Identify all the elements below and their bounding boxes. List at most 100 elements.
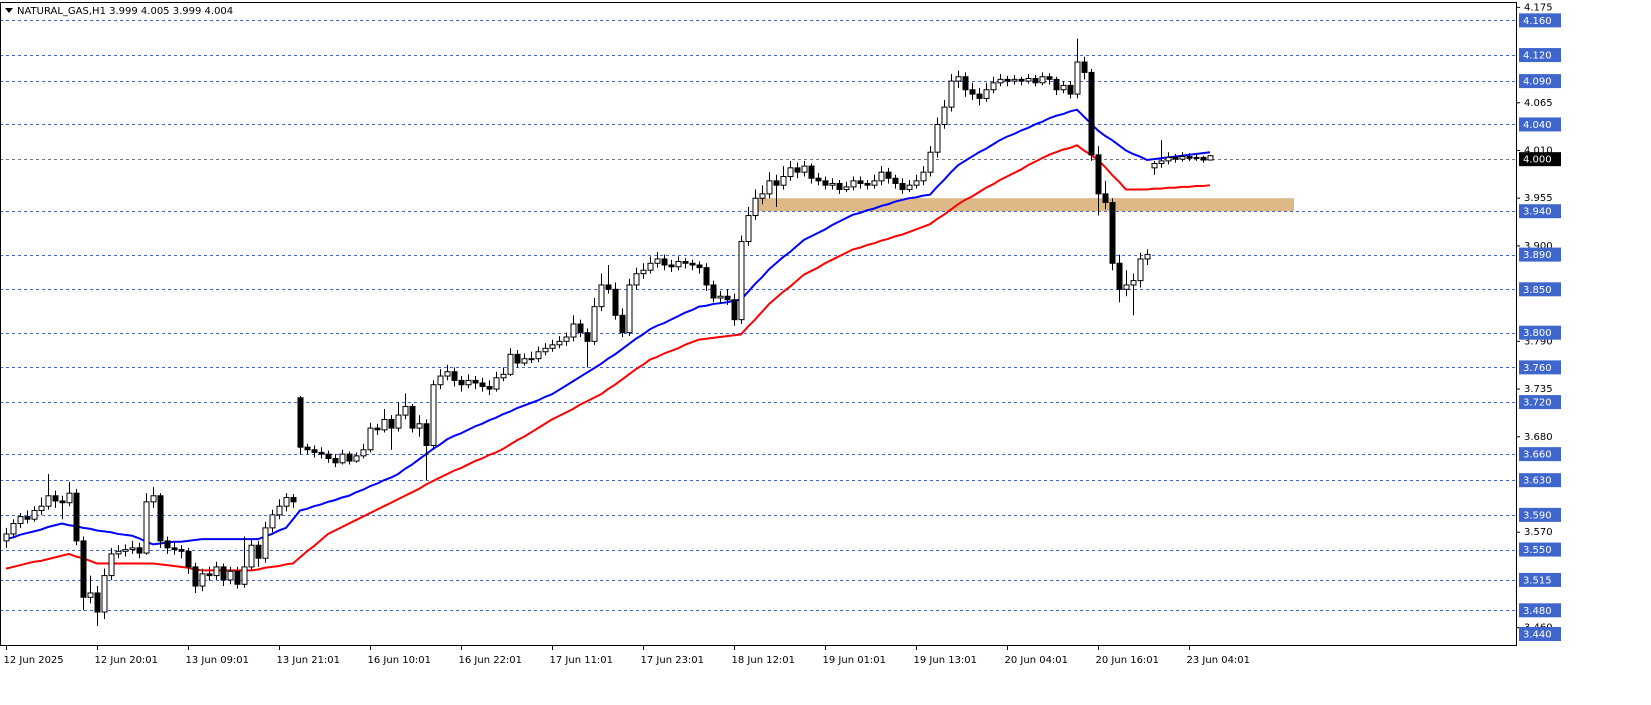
level-label-box	[1519, 247, 1561, 262]
candle-body	[500, 373, 507, 379]
candle-body	[927, 151, 934, 173]
x-tick-label: 23 Jun 04:01	[1187, 655, 1251, 666]
candle-body	[416, 423, 423, 429]
level-label: 3.890	[1523, 250, 1552, 261]
level-label: 3.800	[1523, 328, 1552, 339]
level-label: 3.550	[1523, 545, 1552, 556]
candle-body	[94, 592, 101, 613]
x-tick-label: 13 Jun 21:01	[277, 655, 341, 666]
level-label: 3.440	[1523, 630, 1552, 641]
candle-body	[948, 80, 955, 108]
candle-body	[227, 570, 234, 581]
candle-body	[1144, 254, 1151, 260]
candle-body	[486, 385, 493, 390]
candle-body	[178, 549, 185, 552]
candle-body	[108, 553, 115, 577]
level-label-box	[1519, 627, 1561, 641]
level-label-box	[1519, 603, 1561, 618]
candle-body	[297, 397, 304, 448]
candle-body	[1081, 61, 1088, 73]
candle-body	[465, 379, 472, 386]
candle-body	[892, 177, 899, 184]
candle-body	[101, 575, 108, 613]
level-label-box	[1519, 204, 1561, 219]
x-tick-label: 18 Jun 12:01	[732, 655, 796, 666]
level-label: 3.660	[1523, 450, 1552, 461]
level-label: 4.040	[1523, 120, 1552, 131]
candle-body	[787, 167, 794, 178]
candle-body	[640, 269, 647, 275]
menu-triangle[interactable]	[5, 8, 13, 13]
candle-body	[794, 167, 801, 173]
candle-body	[493, 377, 500, 390]
level-label-box	[1519, 117, 1561, 132]
candle-body	[668, 264, 675, 268]
support-zone	[755, 198, 1294, 212]
level-label: 3.590	[1523, 510, 1552, 521]
candle-body	[759, 193, 766, 199]
candle-body	[675, 261, 682, 268]
candle-body	[1193, 156, 1200, 159]
x-tick-label: 12 Jun 20:01	[95, 655, 159, 666]
candle-body	[157, 495, 164, 542]
candle-body	[451, 371, 458, 381]
candle-body	[815, 177, 822, 182]
candle-body	[3, 533, 10, 542]
level-label-box	[1519, 572, 1561, 587]
candle-body	[1053, 78, 1060, 91]
level-label: 4.160	[1523, 16, 1552, 27]
candle-body	[346, 453, 353, 462]
candle-body	[654, 258, 661, 264]
level-label: 4.090	[1523, 77, 1552, 88]
x-tick-label: 19 Jun 01:01	[823, 655, 887, 666]
candle-body	[409, 405, 416, 429]
candle-body	[871, 180, 878, 186]
y-tick-label: 3.790	[1524, 336, 1553, 347]
candle-body	[934, 123, 941, 153]
candle-body	[150, 495, 157, 503]
candle-body	[304, 446, 311, 451]
x-tick-label: 12 Jun 2025	[4, 655, 64, 666]
x-tick-label: 16 Jun 22:01	[459, 655, 523, 666]
level-label: 3.720	[1523, 398, 1552, 409]
level-label-box	[1519, 74, 1561, 89]
level-label: 3.850	[1523, 285, 1552, 296]
candle-body	[724, 295, 731, 301]
candle-body	[1011, 78, 1018, 82]
level-label-box	[1519, 447, 1561, 462]
candle-body	[283, 497, 290, 507]
candle-body	[325, 453, 332, 459]
level-label-box	[1519, 360, 1561, 375]
level-label-box	[1519, 325, 1561, 340]
candle-body	[1123, 284, 1130, 290]
level-label: 3.940	[1523, 207, 1552, 218]
candle-body	[549, 344, 556, 349]
candle-body	[80, 540, 87, 598]
candle-body	[199, 573, 206, 587]
candle-body	[1151, 163, 1158, 169]
x-tick-label: 17 Jun 23:01	[641, 655, 705, 666]
x-tick-label: 20 Jun 04:01	[1005, 655, 1069, 666]
candle-body	[941, 106, 948, 125]
x-tick-label: 17 Jun 11:01	[550, 655, 614, 666]
candle-body	[367, 427, 374, 451]
candle-body	[731, 299, 738, 321]
candle-body	[458, 379, 465, 386]
level-label-box	[1519, 152, 1561, 167]
candle-body	[514, 353, 521, 364]
candle-body	[1018, 78, 1025, 82]
candle-body	[374, 427, 381, 431]
candle-body	[1130, 280, 1137, 286]
candle-body	[710, 284, 717, 299]
candle-body	[808, 165, 815, 179]
candle-body	[955, 76, 962, 82]
candle-body	[45, 495, 52, 507]
candle-body	[1067, 84, 1074, 95]
candle-body	[1207, 155, 1214, 161]
candle-body	[556, 340, 563, 346]
candle-body	[542, 347, 549, 353]
candle-body	[717, 295, 724, 299]
candle-body	[570, 323, 577, 338]
candle-body	[220, 566, 227, 581]
